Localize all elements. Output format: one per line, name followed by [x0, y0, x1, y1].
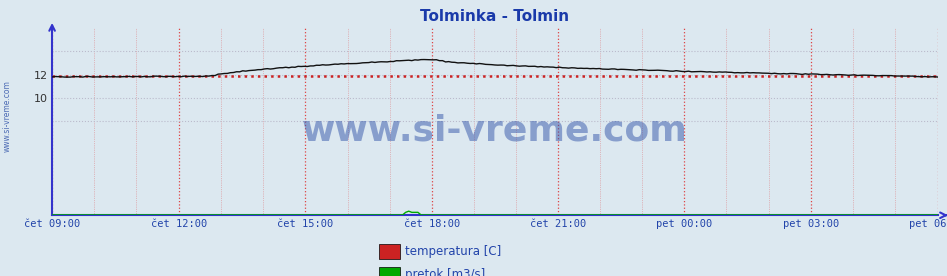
Text: temperatura [C]: temperatura [C] [405, 245, 502, 258]
Text: www.si-vreme.com: www.si-vreme.com [3, 80, 12, 152]
Text: pretok [m3/s]: pretok [m3/s] [405, 268, 486, 276]
Text: www.si-vreme.com: www.si-vreme.com [302, 114, 688, 148]
Title: Tolminka - Tolmin: Tolminka - Tolmin [420, 9, 569, 24]
